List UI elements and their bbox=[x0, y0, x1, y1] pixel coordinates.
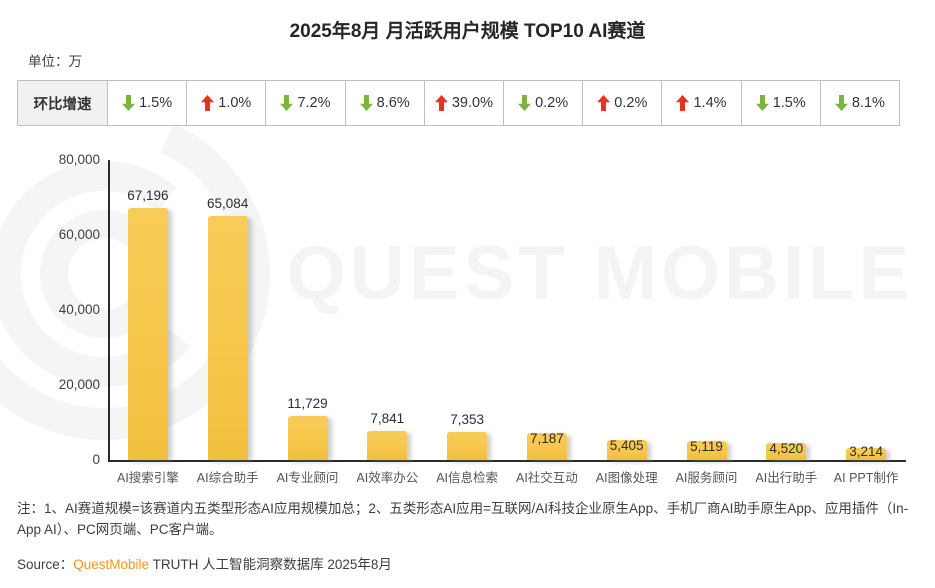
down-arrow-icon bbox=[280, 95, 294, 111]
growth-cell: 7.2% bbox=[266, 81, 346, 125]
x-axis-category-label: AI服务顾问 bbox=[675, 471, 738, 485]
bar-9 bbox=[766, 443, 807, 460]
bar-4 bbox=[367, 430, 408, 460]
bar-value-label: 65,084 bbox=[207, 195, 249, 211]
up-arrow-icon bbox=[597, 95, 611, 111]
y-axis-tick-label: 80,000 bbox=[58, 152, 100, 167]
unit-label: 单位：万 bbox=[28, 54, 82, 69]
growth-cell: 1.5% bbox=[741, 81, 821, 125]
bar-1 bbox=[127, 208, 168, 460]
growth-cell: 1.4% bbox=[662, 81, 742, 125]
bar-value-label: 67,196 bbox=[127, 188, 169, 203]
x-axis-category-label: AI图像处理 bbox=[595, 471, 658, 485]
bar-value-label: 7,841 bbox=[370, 410, 405, 426]
x-axis-category-label: AI综合助手 bbox=[196, 471, 259, 485]
up-arrow-icon bbox=[201, 95, 215, 111]
growth-cell: 0.2% bbox=[504, 81, 584, 125]
x-axis-category-label: AI社交互动 bbox=[515, 471, 578, 485]
x-axis-category-label: AI专业顾问 bbox=[276, 471, 339, 485]
y-axis-line bbox=[108, 160, 110, 461]
bar-value-label: 7,187 bbox=[529, 431, 564, 447]
bar-2 bbox=[207, 215, 248, 460]
bar-value-label: 5,119 bbox=[690, 438, 723, 454]
up-arrow-icon bbox=[676, 95, 690, 111]
growth-cell: 39.0% bbox=[424, 81, 505, 125]
growth-cell: 0.2% bbox=[583, 81, 663, 125]
bar-value-label: 5,405 bbox=[609, 437, 644, 453]
down-arrow-icon bbox=[359, 95, 373, 111]
down-arrow-icon bbox=[755, 95, 769, 111]
down-arrow-icon bbox=[518, 95, 532, 111]
x-axis-category-label: AI效率办公 bbox=[356, 471, 419, 485]
source-suffix: TRUTH 人工智能洞察数据库 2025年8月 bbox=[149, 557, 392, 572]
bar-3 bbox=[287, 416, 328, 460]
footnote-text: 注：1、AI赛道规模=该赛道内五类型形态AI应用规模加总；2、五类形态AI应用=… bbox=[17, 501, 909, 537]
growth-value: 1.5% bbox=[772, 95, 806, 111]
growth-cell: 8.6% bbox=[345, 81, 425, 125]
growth-cell: 8.1% bbox=[820, 81, 900, 125]
growth-value: 1.4% bbox=[693, 95, 727, 111]
bar-chart: 80,000 60,000 40,000 20,000 0 67,196 AI搜索引擎 65,… bbox=[0, 140, 935, 490]
growth-value: 0.2% bbox=[614, 95, 648, 111]
y-axis-tick-label: 40,000 bbox=[58, 302, 100, 317]
growth-cell: 1.5% bbox=[108, 81, 188, 125]
x-axis-category-label: AI出行助手 bbox=[755, 471, 818, 485]
y-axis-tick-label: 0 bbox=[92, 452, 100, 467]
bar-8 bbox=[686, 440, 727, 460]
x-axis-category-label: AI PPT制作 bbox=[833, 471, 899, 485]
bar-value-label: 11,729 bbox=[287, 396, 328, 412]
page-title: 2025年8月 月活跃用户规模 TOP10 AI赛道 bbox=[289, 21, 646, 42]
x-axis-category-label: AI信息检索 bbox=[436, 471, 498, 485]
bar-5 bbox=[447, 432, 488, 460]
growth-value: 8.1% bbox=[851, 95, 885, 111]
growth-value: 0.2% bbox=[535, 95, 569, 111]
bar-value-label: 4,520 bbox=[769, 441, 804, 457]
bar-value-label: 3,214 bbox=[849, 444, 883, 459]
x-axis-category-label: AI搜索引擎 bbox=[116, 471, 179, 485]
source-prefix: Source： bbox=[17, 557, 74, 572]
x-axis-line bbox=[108, 460, 906, 462]
bar-value-label: 7,353 bbox=[450, 412, 484, 428]
up-arrow-icon bbox=[434, 95, 448, 111]
bar-7 bbox=[606, 439, 647, 460]
source-line: Source：QuestMobile TRUTH 人工智能洞察数据库 2025年… bbox=[17, 553, 392, 573]
down-arrow-icon bbox=[122, 95, 136, 111]
growth-cells-row: 1.5% 1.0% 7.2% 8.6% 39.0% 0.2% 0.2% 1.4% 1.5% 8.1… bbox=[108, 81, 900, 125]
growth-value: 1.5% bbox=[139, 95, 173, 111]
growth-value: 39.0% bbox=[451, 95, 493, 111]
bar-6 bbox=[526, 433, 567, 460]
y-axis-tick-label: 20,000 bbox=[58, 377, 100, 392]
y-axis-tick-label: 60,000 bbox=[58, 227, 100, 242]
growth-row-header: 环比增速 bbox=[18, 81, 108, 125]
growth-value: 1.0% bbox=[218, 95, 252, 111]
source-brand: QuestMobile bbox=[73, 557, 150, 572]
bar-10 bbox=[846, 447, 887, 460]
mom-growth-table: 环比增速 1.5% 1.0% 7.2% 8.6% 39.0% 0.2% 0.2% 1.4% 1.… bbox=[17, 80, 900, 126]
down-arrow-icon bbox=[834, 95, 848, 111]
growth-cell: 1.0% bbox=[187, 81, 267, 125]
growth-value: 8.6% bbox=[376, 95, 410, 111]
growth-value: 7.2% bbox=[297, 95, 331, 111]
